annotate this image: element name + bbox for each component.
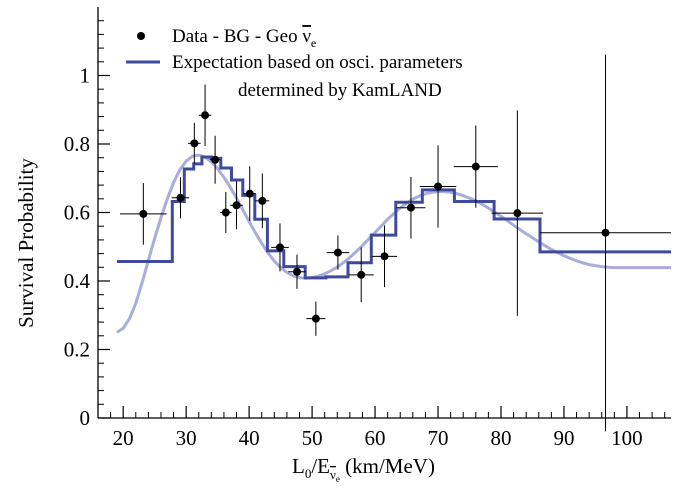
data-point [188, 122, 201, 164]
legend-expectation-label-2: determined by KamLAND [238, 80, 442, 101]
x-tick-label: 70 [428, 426, 449, 450]
data-marker [211, 155, 220, 164]
legend-data-label: Data - BG - Geo νe [172, 26, 316, 50]
legend-data-text: Data - BG - Geo [172, 26, 302, 47]
x-axis-title: L0/Eνe (km/MeV) [292, 454, 435, 484]
x-title-unit: (km/MeV) [340, 454, 435, 478]
step-expectation-histogram [116, 155, 671, 280]
legend-data-marker [137, 32, 145, 40]
data-marker [258, 196, 267, 205]
data-marker [434, 182, 443, 191]
tick-labels: 20 30 40 50 60 70 80 90 100 0 0.2 0.4 0.6 0.8 1 [64, 64, 643, 451]
data-marker [245, 189, 254, 198]
data-point [288, 254, 306, 289]
data-marker [333, 248, 342, 257]
x-tick-label: 90 [553, 426, 574, 450]
data-point [419, 145, 457, 228]
legend-nu-subscript: e [311, 36, 316, 50]
data-marker [176, 193, 185, 202]
x-title-L: L [292, 454, 305, 478]
data-points-layer [120, 54, 671, 432]
data-point [271, 223, 289, 272]
y-tick-label: 0.2 [64, 338, 90, 362]
legend: Data - BG - Geo νe Expectation based on … [126, 26, 463, 101]
data-point [491, 110, 544, 316]
data-marker [601, 228, 610, 237]
x-tick-label: 20 [113, 426, 134, 450]
data-point [171, 177, 190, 219]
x-title-nu: ν [330, 467, 336, 482]
data-point [198, 84, 212, 147]
data-point [243, 166, 257, 222]
x-title-sub0: 0 [305, 466, 312, 481]
data-point [348, 247, 374, 303]
data-marker [275, 243, 284, 252]
data-point [210, 135, 221, 184]
x-title-E: /E [311, 454, 330, 478]
y-tick-label: 0 [80, 406, 91, 430]
data-marker [190, 139, 199, 148]
data-point [396, 176, 426, 239]
y-tick-label: 0.4 [64, 269, 91, 293]
data-marker [232, 201, 241, 210]
y-tick-label: 1 [80, 64, 91, 88]
data-marker [406, 203, 415, 212]
x-tick-label: 30 [176, 426, 197, 450]
data-point [255, 173, 270, 229]
data-point [306, 301, 326, 336]
x-title-sub-e: e [336, 474, 340, 484]
x-tick-label: 50 [302, 426, 323, 450]
data-point [220, 191, 232, 234]
x-tick-label: 60 [365, 426, 386, 450]
legend-expectation-label-1: Expectation based on osci. parameters [172, 52, 463, 73]
data-point [371, 225, 398, 288]
data-marker [513, 209, 522, 218]
data-marker [221, 208, 230, 217]
axis-ticks [98, 20, 666, 419]
data-marker [380, 252, 389, 261]
data-marker [201, 111, 210, 120]
data-point [453, 125, 498, 208]
smooth-curve-layer [116, 153, 671, 334]
data-marker [292, 267, 301, 276]
y-tick-label: 0.8 [64, 132, 90, 156]
legend-nu-symbol: ν [302, 26, 311, 47]
data-point [540, 54, 671, 432]
y-tick-label: 0.6 [64, 201, 90, 225]
data-marker [311, 314, 320, 323]
data-marker [471, 162, 480, 171]
data-point [326, 235, 350, 270]
x-tick-label: 100 [611, 426, 643, 450]
data-marker [357, 270, 366, 279]
data-marker [139, 209, 148, 218]
x-tick-label: 40 [239, 426, 260, 450]
data-point [230, 181, 243, 230]
step-expectation-layer [116, 155, 671, 280]
data-point [120, 183, 167, 245]
y-axis-title: Survival Probability [14, 158, 38, 328]
x-tick-label: 80 [490, 426, 511, 450]
smooth-expectation-curve [116, 153, 671, 334]
